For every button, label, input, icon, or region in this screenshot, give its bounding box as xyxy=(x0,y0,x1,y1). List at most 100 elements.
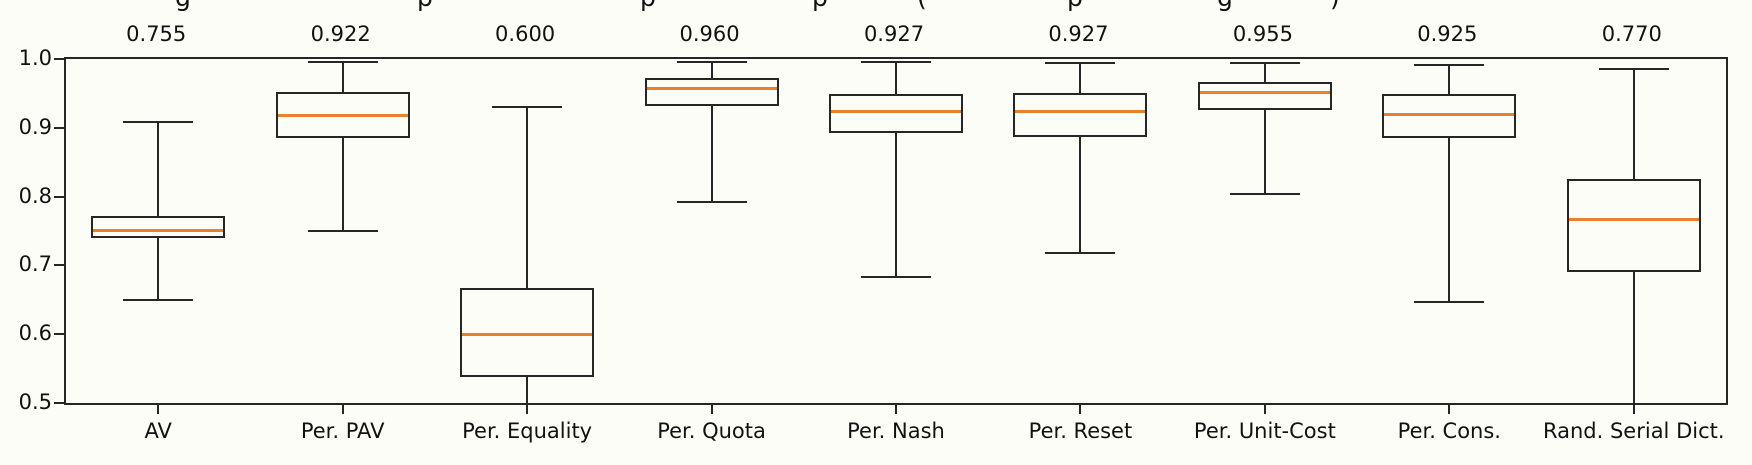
y-tick-mark xyxy=(54,333,64,336)
title-fragment-glyph: ( xyxy=(917,0,927,10)
x-tick-mark xyxy=(710,405,713,414)
y-tick-mark xyxy=(54,195,64,198)
x-tick-mark xyxy=(1448,405,1451,414)
upper-whisker xyxy=(1632,67,1635,180)
category-label: Per. Unit-Cost xyxy=(1193,419,1336,443)
x-tick-mark xyxy=(1263,405,1266,414)
median-line xyxy=(1199,91,1330,95)
lower-whisker-cap xyxy=(1229,192,1300,195)
y-tick-label: 1.0 xyxy=(18,46,52,70)
upper-whisker-cap xyxy=(1414,63,1485,66)
upper-whisker-cap xyxy=(1598,67,1669,70)
y-tick-mark xyxy=(54,126,64,129)
upper-whisker-cap xyxy=(676,61,747,64)
median-line xyxy=(93,228,224,232)
title-fragment-glyph: p xyxy=(1067,0,1083,10)
title-fragment-glyph: ) xyxy=(1330,0,1340,10)
lower-whisker-cap xyxy=(1045,251,1116,254)
upper-whisker-cap xyxy=(1045,61,1116,64)
mean-value-label: 0.925 xyxy=(1417,22,1478,46)
median-line xyxy=(831,109,961,113)
category-label: Per. Cons. xyxy=(1397,419,1501,443)
category-label: Per. Quota xyxy=(657,419,766,443)
y-tick-mark xyxy=(54,264,64,267)
upper-whisker xyxy=(895,61,897,95)
iqr-box xyxy=(644,77,779,106)
category-label: Rand. Serial Dict. xyxy=(1542,419,1725,443)
mean-value-label: 0.960 xyxy=(679,22,740,46)
upper-whisker xyxy=(157,120,160,216)
median-line xyxy=(1568,218,1699,222)
category-label: Per. Nash xyxy=(847,419,945,443)
y-tick-mark xyxy=(54,58,64,60)
upper-whisker xyxy=(1263,61,1266,82)
upper-whisker xyxy=(710,61,713,78)
iqr-box xyxy=(1382,94,1517,139)
x-tick-mark xyxy=(1632,405,1635,414)
iqr-box xyxy=(1566,179,1701,273)
title-fragment-glyph: p xyxy=(417,0,433,10)
x-tick-mark xyxy=(1079,405,1082,414)
y-tick-label: 0.7 xyxy=(18,252,52,277)
x-tick-mark xyxy=(526,405,529,414)
mean-value-label: 0.770 xyxy=(1601,22,1662,46)
lower-whisker-cap xyxy=(1414,300,1485,303)
median-line xyxy=(1015,109,1146,113)
median-line xyxy=(646,86,777,90)
upper-whisker-cap xyxy=(307,61,378,64)
category-label: AV xyxy=(144,419,172,443)
upper-whisker-cap xyxy=(861,61,931,64)
upper-whisker-cap xyxy=(123,120,194,123)
category-label: Per. PAV xyxy=(300,419,385,443)
y-tick-label: 0.5 xyxy=(18,390,52,414)
iqr-box xyxy=(829,94,963,133)
lower-whisker-cap xyxy=(861,275,931,278)
mean-value-label: 0.927 xyxy=(1048,22,1109,46)
x-tick-mark xyxy=(157,405,160,414)
title-fragment-glyph: g xyxy=(1217,0,1233,10)
lower-whisker xyxy=(1448,138,1451,303)
mean-value-label: 0.955 xyxy=(1232,22,1293,46)
mean-value-label: 0.755 xyxy=(126,22,187,46)
y-tick-label: 0.8 xyxy=(18,183,52,208)
upper-whisker-cap xyxy=(1229,61,1300,64)
median-line xyxy=(1384,113,1515,117)
lower-whisker xyxy=(1263,109,1266,195)
x-tick-mark xyxy=(341,405,344,414)
category-label: Per. Reset xyxy=(1028,419,1133,443)
lower-whisker-cap xyxy=(676,201,747,204)
mean-value-label: 0.927 xyxy=(863,22,925,46)
upper-whisker xyxy=(526,105,529,289)
x-tick-mark xyxy=(895,405,897,414)
upper-whisker xyxy=(1079,61,1082,93)
y-tick-label: 0.6 xyxy=(18,321,52,346)
median-line xyxy=(277,113,408,117)
lower-whisker xyxy=(157,237,160,302)
iqr-box xyxy=(91,215,226,238)
title-fragment-glyph: g xyxy=(175,0,191,10)
iqr-box xyxy=(460,288,595,377)
lower-whisker xyxy=(341,138,344,233)
mean-value-label: 0.922 xyxy=(310,22,371,46)
lower-whisker xyxy=(1079,136,1082,254)
lower-whisker xyxy=(710,105,713,204)
y-tick-mark xyxy=(54,402,64,404)
upper-whisker xyxy=(341,61,344,93)
iqr-box xyxy=(1013,92,1148,137)
upper-whisker xyxy=(1448,63,1451,95)
clipped-title-fragments: g p p p ( p g) xyxy=(0,0,1752,13)
title-fragment-glyph: p xyxy=(812,0,828,10)
lower-whisker xyxy=(526,376,529,403)
title-fragment-glyph: p xyxy=(640,0,656,10)
upper-whisker-cap xyxy=(492,105,563,108)
lower-whisker xyxy=(895,132,897,278)
median-line xyxy=(462,333,593,337)
lower-whisker-cap xyxy=(307,230,378,233)
mean-value-label: 0.600 xyxy=(495,22,556,46)
y-tick-label: 0.9 xyxy=(18,114,52,139)
lower-whisker-cap xyxy=(123,299,194,302)
iqr-box xyxy=(1197,81,1332,110)
lower-whisker xyxy=(1632,272,1635,403)
plot-area xyxy=(64,57,1728,405)
